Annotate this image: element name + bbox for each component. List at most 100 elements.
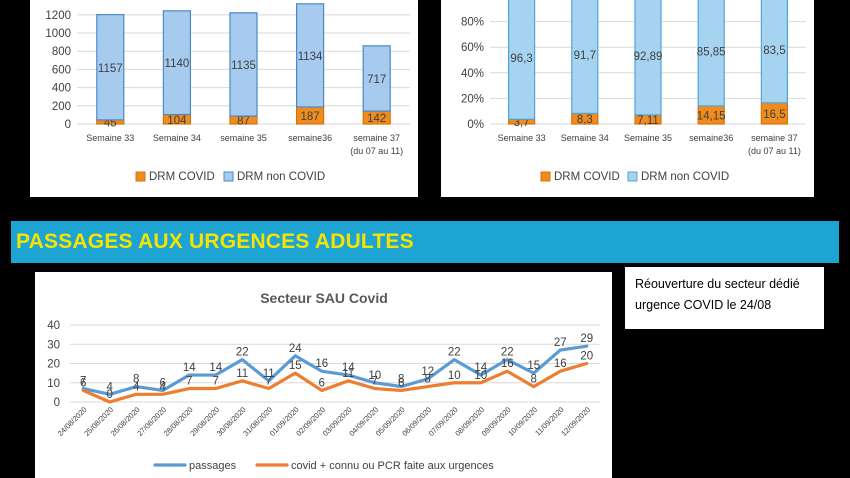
data-label: 91,7: [574, 50, 596, 62]
data-label: 87: [237, 116, 250, 128]
y-tick-label: 20: [47, 359, 60, 371]
x-tick-label: Semaine 35: [624, 133, 672, 143]
data-label: 104: [167, 115, 187, 127]
y-tick-label: 0: [54, 397, 60, 409]
y-tick-label: 60%: [461, 42, 484, 54]
legend-label: passages: [189, 460, 237, 472]
y-tick-label: 1000: [45, 28, 71, 40]
data-label: 14,15: [697, 110, 726, 122]
data-label: 10: [368, 370, 381, 382]
data-label: 11: [236, 368, 248, 380]
data-label: 6: [80, 377, 86, 389]
y-tick-label: 80%: [461, 17, 484, 29]
data-label: 1134: [298, 51, 323, 63]
chart-drm-counts: 0 200 400 600 800 1000 1200 45 1157 Semaine 33 104…: [30, 0, 418, 197]
y-tick-label: 40%: [461, 68, 484, 80]
data-label: 16,5: [763, 109, 785, 121]
data-label: 14: [183, 362, 196, 374]
bar-non-covid: [571, 0, 599, 114]
chart-title: Secteur SAU Covid: [260, 290, 388, 306]
data-label: 8: [425, 374, 431, 386]
y-tick-label: 30: [47, 339, 60, 351]
data-label: 1135: [231, 60, 256, 72]
data-label: 1140: [165, 58, 190, 70]
data-label: 85,85: [697, 46, 726, 58]
series-line-passages: [81, 344, 589, 396]
data-label: 12: [421, 366, 434, 378]
data-label: 11: [263, 368, 275, 380]
legend-label: DRM non COVID: [237, 171, 325, 183]
data-label: 16: [315, 358, 328, 370]
x-tick-label: Semaine 34: [153, 133, 201, 143]
bar-non-covid: [229, 12, 258, 117]
bar-non-covid: [162, 10, 191, 116]
note-line-2: urgence COVID le 24/08: [635, 298, 772, 312]
data-label: 29: [580, 333, 593, 345]
section-banner: PASSAGES AUX URGENCES ADULTES: [11, 221, 839, 263]
y-tick-label: 400: [52, 83, 71, 95]
legend-swatch: [135, 171, 146, 182]
data-label: 11: [342, 368, 354, 380]
data-label: 92,89: [634, 51, 663, 63]
data-label: 15: [289, 360, 302, 372]
legend-label: DRM non COVID: [641, 171, 729, 183]
y-tick-label: 200: [52, 101, 71, 113]
data-label: 83,5: [763, 45, 785, 57]
data-label: 0: [107, 389, 113, 401]
legend-swatch: [223, 171, 234, 182]
data-label: 8: [133, 374, 139, 386]
y-tick-label: 0%: [467, 119, 484, 131]
data-label: 4: [133, 381, 140, 393]
data-label: 1157: [98, 63, 123, 75]
x-tick-label: (du 07 au 11): [350, 146, 403, 156]
legend-label: covid + connu ou PCR faite aux urgences: [291, 460, 494, 472]
data-label: 8: [398, 374, 404, 386]
data-label: 4: [107, 381, 114, 393]
data-label: 27: [554, 337, 567, 349]
data-label: 6: [319, 377, 325, 389]
y-tick-label: 10: [47, 378, 60, 390]
line-chart-svg: Secteur SAU Covid01020304024/08/202025/0…: [47, 290, 600, 472]
data-label: 7: [266, 376, 272, 388]
data-label: 6: [160, 377, 166, 389]
legend-swatch: [540, 171, 551, 182]
data-label: 8: [531, 374, 537, 386]
data-label: 96,3: [510, 53, 532, 65]
data-label: 14: [474, 362, 487, 374]
data-label: 3,7: [514, 117, 530, 129]
legend-swatch: [627, 171, 638, 182]
data-label: 14: [342, 362, 355, 374]
y-tick-label: 40: [47, 320, 60, 332]
bar-non-covid: [296, 3, 325, 108]
chart-drm-percent: 0% 20% 40% 60% 80% 3,7 96,3 Semaine 33 8,3 91,7 Se…: [441, 0, 814, 197]
data-label: 20: [580, 351, 593, 363]
data-label: 16: [554, 358, 567, 370]
data-label: 187: [301, 111, 320, 123]
data-label: 22: [236, 347, 249, 359]
data-label: 7,11: [637, 115, 659, 127]
data-label: 14: [209, 362, 222, 374]
data-label: 7: [372, 376, 378, 388]
chart-sau-covid: Secteur SAU Covid 0 10 20 30 40 24/08/2020 25/0…: [35, 272, 612, 478]
legend-label: DRM COVID: [554, 171, 620, 183]
bar-non-covid: [362, 45, 391, 112]
data-label: 10: [474, 370, 487, 382]
bar-non-covid: [96, 14, 125, 121]
y-tick-label: 1200: [45, 10, 71, 22]
data-label: 7: [80, 376, 86, 388]
bar-non-covid: [634, 0, 662, 116]
x-tick-label: Semaine 33: [86, 133, 134, 143]
note-box: Réouverture du secteur dédié urgence COV…: [625, 267, 824, 329]
bar-non-covid: [507, 0, 536, 120]
x-tick-label: semaine36: [288, 133, 332, 143]
note-line-1: Réouverture du secteur dédié: [635, 277, 800, 291]
bar-non-covid: [697, 0, 725, 107]
data-label: 24: [289, 343, 302, 355]
bar-chart-percent-svg: 0% 20% 40% 60% 80% 3,7 96,3 Semaine 33 8,3 91,7 Se…: [461, 0, 806, 183]
data-label: 15: [527, 360, 540, 372]
x-tick-label: semaine36: [689, 133, 733, 143]
series-line-covid: [81, 361, 589, 404]
data-label: 142: [367, 113, 386, 125]
data-label: 7: [186, 376, 192, 388]
